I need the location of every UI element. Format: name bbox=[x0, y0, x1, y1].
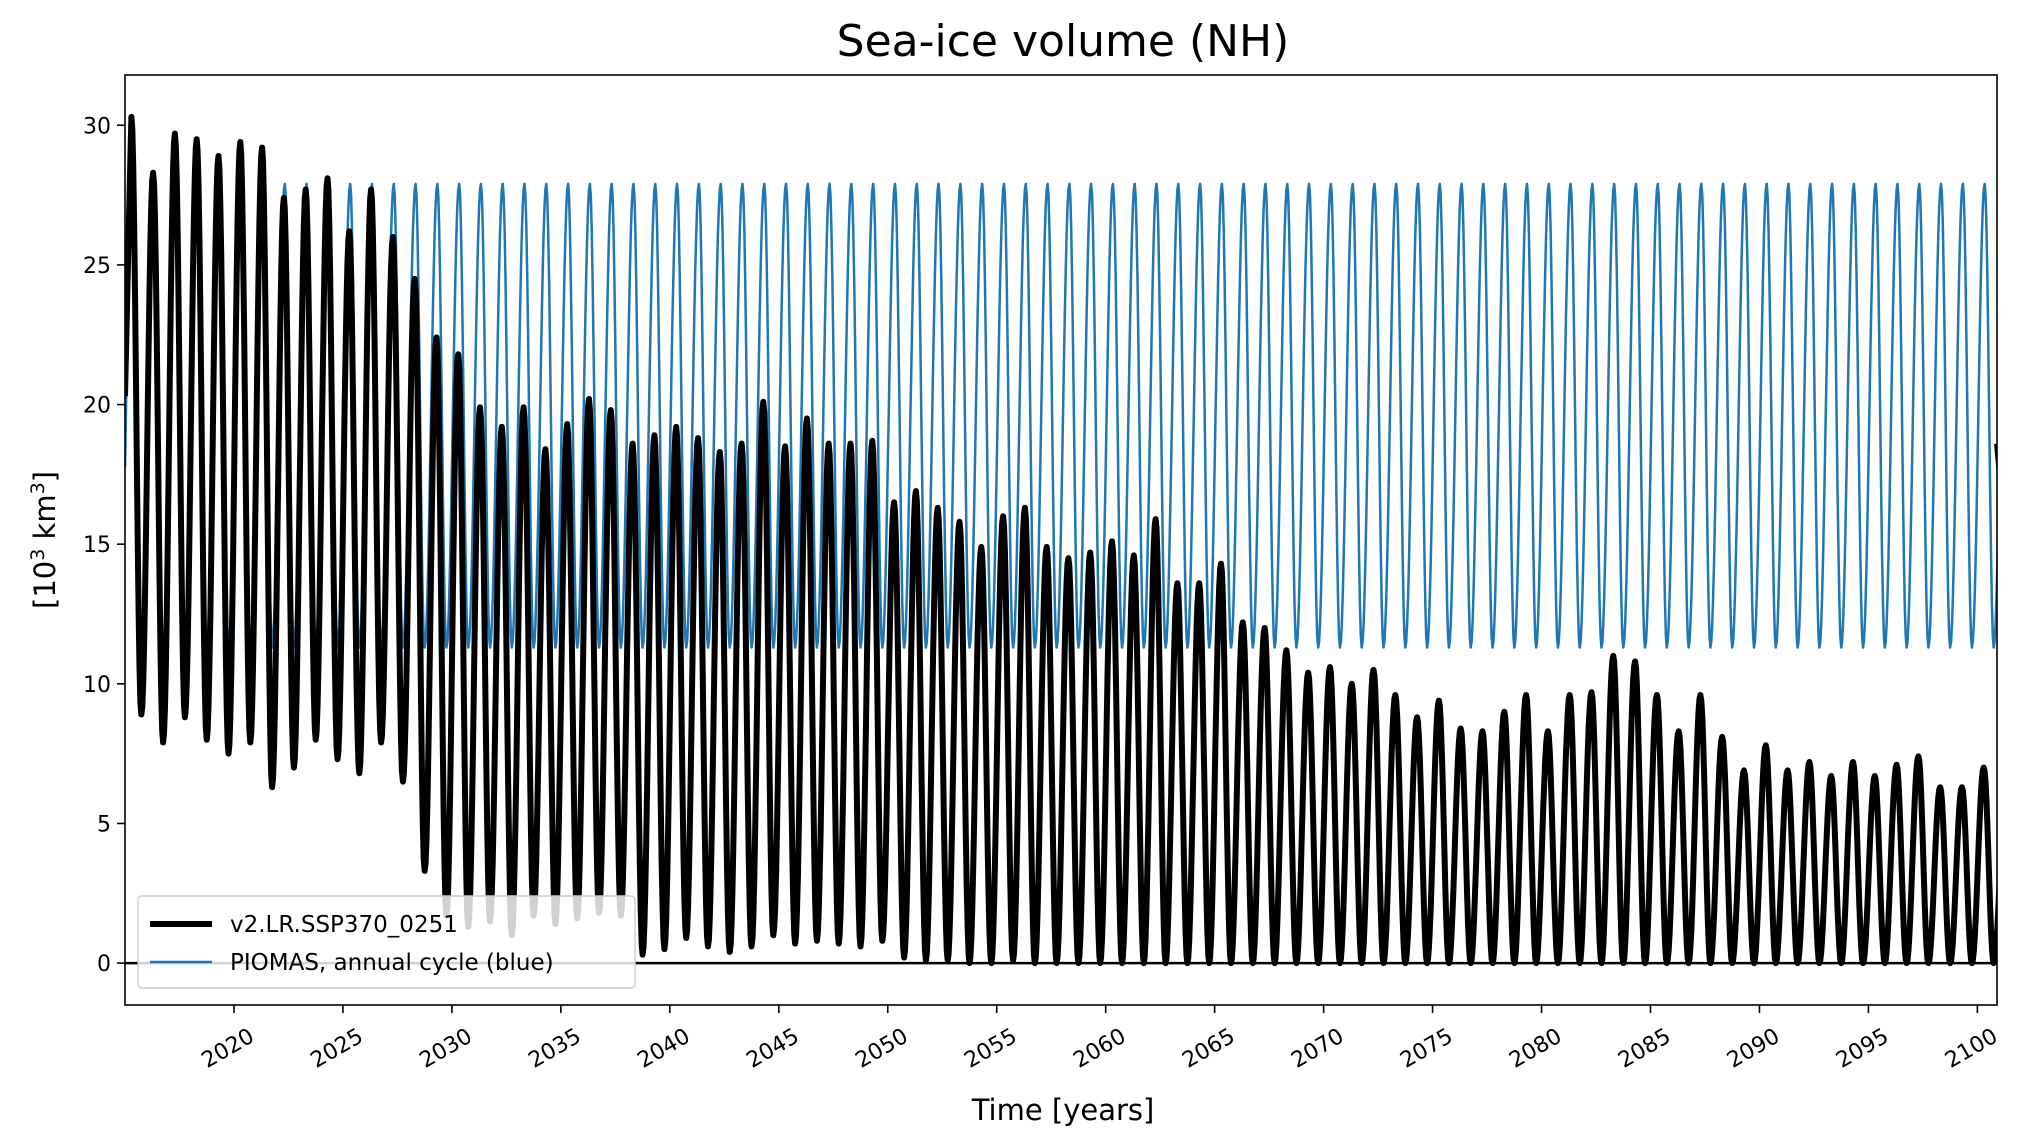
y-axis-label-sup2: 3 bbox=[27, 482, 49, 494]
plot-frame bbox=[124, 74, 1998, 1006]
y-tick-label-15: 15 bbox=[83, 533, 111, 558]
chart-title: Sea-ice volume (NH) bbox=[837, 16, 1290, 67]
y-tick-label-10: 10 bbox=[83, 673, 111, 698]
x-axis-label: Time [years] bbox=[971, 1093, 1155, 1127]
series-v2-line bbox=[125, 113, 1997, 967]
y-tick-label-25: 25 bbox=[83, 254, 111, 279]
y-tick-label-0: 0 bbox=[97, 952, 111, 977]
series-piomas-line bbox=[125, 182, 1997, 649]
y-axis-label-sup: 3 bbox=[27, 549, 49, 561]
y-axis: 0 5 10 15 20 25 30 bbox=[83, 114, 125, 977]
legend-label-piomas: PIOMAS, annual cycle (blue) bbox=[230, 950, 554, 976]
y-tick-label-20: 20 bbox=[83, 394, 111, 419]
y-tick-label-5: 5 bbox=[97, 812, 111, 837]
y-axis-label-end: ] bbox=[28, 471, 62, 482]
y-axis-label-unit: km bbox=[28, 494, 62, 548]
y-axis-label: [103 km3] bbox=[27, 471, 62, 609]
y-axis-label-base: [10 bbox=[28, 561, 62, 609]
legend-label-v2: v2.LR.SSP370_0251 bbox=[230, 912, 458, 938]
y-tick-label-30: 30 bbox=[83, 114, 111, 139]
legend: v2.LR.SSP370_0251 PIOMAS, annual cycle (… bbox=[137, 895, 636, 989]
legend-box bbox=[137, 895, 636, 989]
